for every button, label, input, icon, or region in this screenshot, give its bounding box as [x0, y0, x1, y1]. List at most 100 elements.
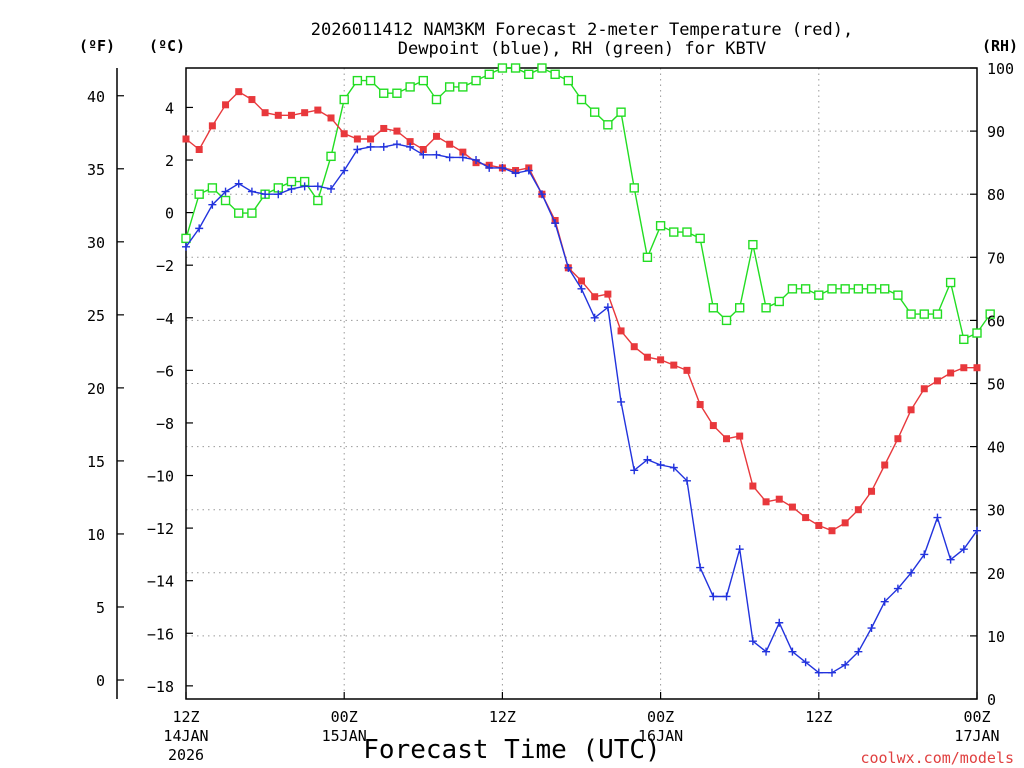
rh-point	[840, 284, 850, 294]
rh-tick-label: 90	[987, 123, 1005, 141]
dewpoint-point	[537, 190, 546, 199]
rh-point	[550, 69, 560, 80]
rh-point	[919, 309, 929, 319]
dewpoint-point	[656, 461, 665, 470]
rh-point	[234, 208, 244, 218]
temperature-point	[723, 435, 731, 443]
rh-point	[313, 195, 323, 206]
temperature-point	[920, 385, 928, 393]
dewpoint-point	[524, 166, 533, 175]
rh-point	[589, 107, 600, 117]
rh-point	[972, 328, 982, 338]
x-tick-label-time: 00Z	[331, 708, 358, 726]
temperature-point	[960, 364, 968, 372]
rh-point	[286, 176, 297, 187]
tick-labels: 420−2−4−6−8−10−12−14−16−1840353025201510…	[87, 60, 1014, 764]
fahrenheit-axis-unit: (ºF)	[79, 37, 115, 55]
temperature-point	[340, 130, 348, 138]
dewpoint-point	[933, 513, 942, 522]
fahrenheit-tick-label: 10	[87, 526, 105, 544]
temperature-point	[854, 506, 862, 514]
dewpoint-point	[564, 263, 573, 272]
dewpoint-point	[287, 184, 296, 193]
rh-point	[181, 233, 191, 244]
temperature-point	[604, 290, 612, 298]
rh-point	[735, 303, 745, 313]
celsius-tick-label: −12	[147, 520, 174, 538]
dewpoint-point	[511, 169, 520, 178]
celsius-tick-label: −6	[156, 362, 174, 380]
rh-point	[642, 252, 653, 263]
temperature-point	[828, 527, 836, 535]
dewpoint-point	[577, 284, 586, 293]
temperature-point	[933, 377, 941, 385]
rh-point	[800, 284, 811, 294]
rh-point	[497, 63, 508, 73]
dewpoint-point	[920, 550, 929, 559]
fahrenheit-tick-label: 25	[87, 307, 105, 325]
rh-tick-label: 80	[987, 186, 1005, 204]
x-tick-label-date: 17JAN	[954, 727, 999, 745]
temperature-point	[788, 503, 796, 511]
dewpoint-point	[630, 466, 639, 475]
x-tick-label-date: 16JAN	[638, 727, 683, 745]
x-axis-label: Forecast Time (UTC)	[363, 735, 660, 765]
dewpoint-point	[748, 637, 757, 646]
x-tick-label-time: 00Z	[963, 708, 990, 726]
dewpoint-point	[498, 163, 507, 172]
temperature-point	[894, 435, 902, 443]
rh-point	[959, 334, 969, 345]
rh-tick-label: 60	[987, 312, 1005, 330]
series-rh	[181, 63, 995, 345]
rh-point	[510, 63, 521, 73]
rh-point	[616, 107, 626, 117]
dewpoint-point	[854, 647, 863, 656]
dewpoint-point	[867, 624, 876, 633]
celsius-tick-label: 0	[165, 205, 174, 223]
series-line-temperature-c	[185, 90, 977, 532]
rh-point	[893, 290, 903, 300]
dewpoint-point	[617, 397, 626, 406]
dewpoint-point	[893, 584, 902, 593]
dewpoint-point	[590, 313, 599, 322]
rh-point	[352, 75, 363, 86]
dewpoint-point	[247, 187, 256, 196]
rh-point	[247, 208, 257, 218]
temperature-point	[248, 96, 256, 104]
series-dewpoint-c	[182, 140, 981, 677]
watermark: coolwx.com/models	[860, 749, 1014, 767]
dewpoint-point	[419, 150, 428, 159]
dewpoint-point	[735, 545, 744, 554]
dewpoint-point	[827, 668, 836, 677]
fahrenheit-tick-label: 35	[87, 161, 105, 179]
series-line-rh	[185, 67, 991, 341]
dewpoint-point	[208, 200, 217, 209]
temperature-point	[670, 361, 678, 369]
temperature-point	[274, 111, 282, 119]
temperature-point	[327, 114, 335, 122]
temperature-point	[353, 135, 361, 143]
x-tick-label-date: 15JAN	[322, 727, 367, 745]
temperature-point	[287, 111, 295, 119]
temperature-point	[802, 514, 810, 522]
x-tick-label-time: 12Z	[489, 708, 516, 726]
temperature-point	[222, 101, 230, 109]
celsius-tick-label: −16	[147, 625, 174, 643]
temperature-point	[406, 138, 414, 146]
dewpoint-point	[682, 476, 691, 485]
temperature-point	[261, 109, 269, 117]
dewpoint-point	[551, 219, 560, 228]
rh-point	[629, 183, 639, 193]
chart-title-line-1: 2026011412 NAM3KM Forecast 2-meter Tempe…	[311, 20, 853, 40]
rh-tick-label: 0	[987, 691, 996, 709]
rh-point	[985, 309, 995, 319]
temperature-point	[235, 88, 243, 96]
rh-point	[392, 88, 402, 98]
rh-tick-label: 20	[987, 565, 1005, 583]
rh-point	[339, 94, 349, 105]
dewpoint-point	[472, 156, 481, 165]
dewpoint-point	[340, 166, 349, 175]
rh-point	[194, 189, 204, 199]
dewpoint-point	[669, 463, 678, 472]
